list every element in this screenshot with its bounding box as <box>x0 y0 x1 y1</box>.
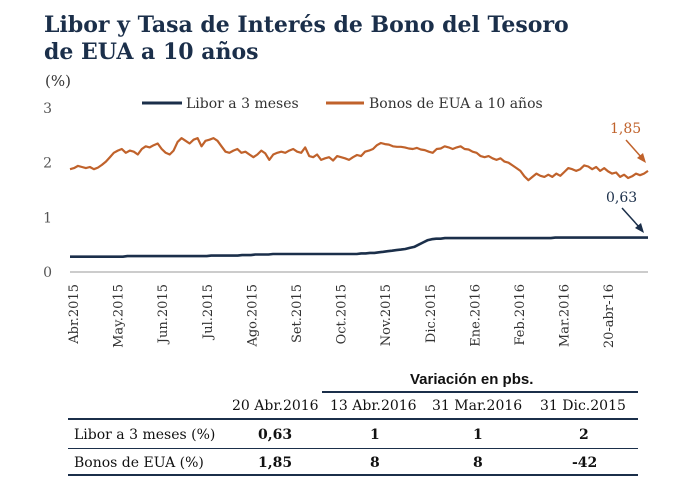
col-header-4: 31 Dic.2015 <box>540 398 626 414</box>
cell-bonos-4: -42 <box>572 455 598 471</box>
y-tick-label-3: 3 <box>43 101 52 117</box>
legend-label-bonos: Bonos de EUA a 10 años <box>369 96 543 112</box>
series-line-libor <box>70 236 648 259</box>
x-tick-label-4: Ago.2015 <box>245 284 260 348</box>
cell-libor-3: 1 <box>473 427 483 443</box>
x-tick-label-11: Mar.2016 <box>558 284 573 347</box>
table-bottom-rule <box>68 474 638 476</box>
variation-header-rule <box>322 391 638 393</box>
x-tick-label-5: Set.2015 <box>290 284 305 343</box>
annotation-bonos-value: 1,85 <box>610 121 641 137</box>
y-tick-label-1: 1 <box>43 210 52 226</box>
col-header-3: 31 Mar.2016 <box>432 398 523 414</box>
title-line-1: Libor y Tasa de Interés de Bono del Teso… <box>44 12 569 38</box>
annotation-bonos-arrow <box>625 139 643 159</box>
legend-label-libor: Libor a 3 meses <box>186 96 299 112</box>
x-tick-label-2: Jun.2015 <box>156 284 171 345</box>
col-header-2: 13 Abr.2016 <box>330 398 417 414</box>
y-unit-label: (%) <box>45 72 71 90</box>
x-tick-label-12: 20-abr-16 <box>602 284 617 348</box>
y-tick-label-0: 0 <box>43 265 52 281</box>
annotation-bonos-arrowhead <box>637 153 646 163</box>
x-tick-label-9: Ene.2016 <box>468 284 483 347</box>
annotation-libor-arrow <box>621 207 641 229</box>
x-tick-label-7: Nov.2015 <box>379 284 394 346</box>
cell-bonos-1: 1,85 <box>258 455 293 471</box>
x-tick-label-0: Abr.2015 <box>67 284 82 345</box>
annotation-libor-arrowhead <box>635 223 644 233</box>
table-header-rule <box>68 418 638 420</box>
row-label-bonos: Bonos de EUA (%) <box>74 455 204 471</box>
cell-libor-4: 2 <box>579 427 589 443</box>
cell-libor-2: 1 <box>370 427 380 443</box>
col-header-1: 20 Abr.2016 <box>232 398 319 414</box>
chart-title: Libor y Tasa de Interés de Bono del Teso… <box>44 12 684 66</box>
annotation-libor-value: 0,63 <box>606 190 637 206</box>
x-tick-label-3: Jul.2015 <box>201 284 216 341</box>
x-tick-label-1: May.2015 <box>112 284 127 348</box>
series-line-bonos <box>69 137 649 182</box>
y-tick-label-2: 2 <box>43 156 52 172</box>
cell-bonos-2: 8 <box>370 455 380 471</box>
x-tick-label-8: Dic.2015 <box>424 284 439 343</box>
x-tick-label-6: Oct.2015 <box>335 284 350 344</box>
x-tick-label-10: Feb.2016 <box>513 284 528 346</box>
table-row-rule <box>68 448 638 449</box>
cell-bonos-3: 8 <box>473 455 483 471</box>
title-line-2: de EUA a 10 años <box>44 39 259 65</box>
variation-header: Variación en pbs. <box>410 371 534 388</box>
row-label-libor: Libor a 3 meses (%) <box>74 427 216 443</box>
cell-libor-1: 0,63 <box>258 427 293 443</box>
